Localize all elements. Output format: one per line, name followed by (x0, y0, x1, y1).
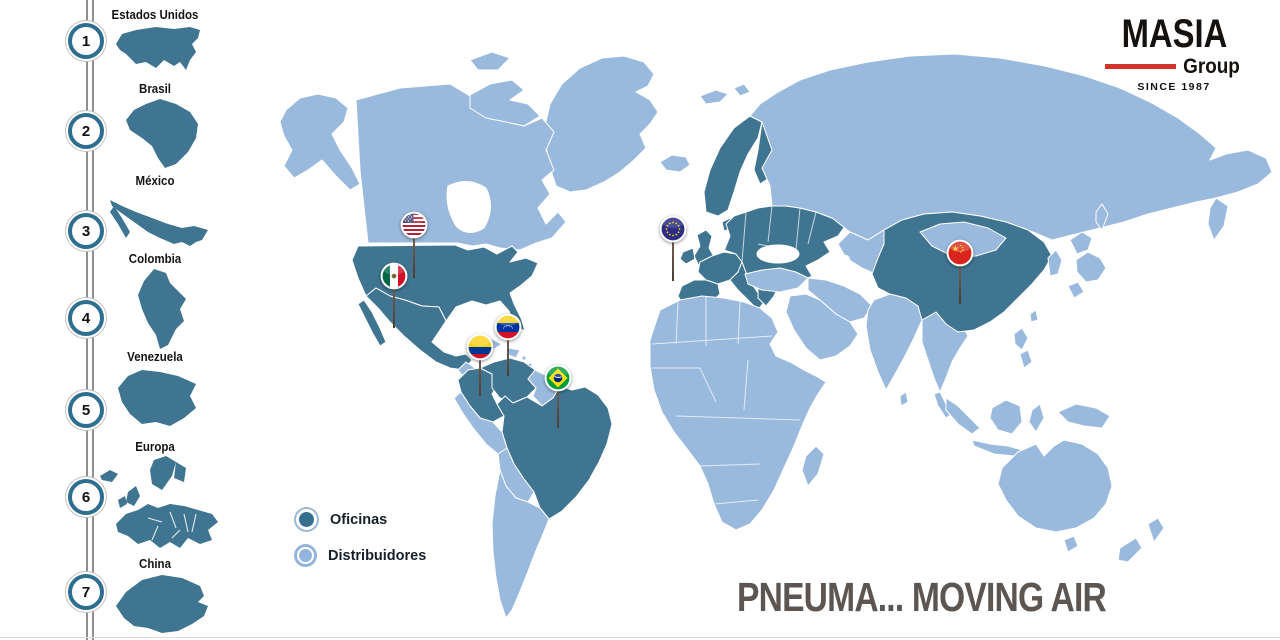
pin-usa (400, 211, 428, 278)
pin-venezuela (494, 313, 522, 376)
step-marker-3: 3 (68, 213, 104, 249)
brazil-silhouette (126, 99, 198, 168)
region-madagascar (801, 445, 825, 487)
legend-label: Oficinas (330, 511, 388, 528)
pin-stick (959, 261, 961, 304)
step-number: 1 (81, 32, 91, 50)
pin-mexico (380, 262, 408, 328)
region-arabia (785, 293, 859, 361)
region-korea (1047, 249, 1063, 277)
china-silhouette (116, 575, 208, 633)
sidebar-label-china: China (139, 557, 171, 571)
venezuela-flag-icon (494, 313, 522, 341)
region-new-guinea (1057, 403, 1111, 429)
sidebar-label-brasil: Brasil (139, 82, 171, 96)
region-alaska (279, 93, 361, 191)
logo-red-line (1105, 64, 1176, 69)
china-flag-icon (946, 239, 974, 267)
region-scandinavia (703, 115, 763, 217)
region-japan (1069, 231, 1093, 255)
step-marker-2: 2 (68, 113, 104, 149)
sidebar-label-estados-unidos: Estados Unidos (111, 8, 199, 22)
region-mexico (365, 287, 473, 371)
sidebar-label-venezuela: Venezuela (127, 350, 183, 364)
sidebar-label-colombia: Colombia (128, 252, 182, 266)
region-asia (699, 53, 1273, 419)
europa-silhouette (100, 456, 218, 548)
region-india (865, 293, 923, 391)
mexico-silhouette (110, 200, 208, 246)
logo-since-text: SINCE 1987 (1137, 81, 1211, 93)
step-marker-1: 1 (68, 23, 104, 59)
pin-china (946, 239, 974, 304)
region-australia (997, 439, 1113, 533)
distributors-dot-icon (297, 547, 314, 564)
pin-stick (672, 237, 674, 281)
logo-brand-text: MASIA (1121, 12, 1227, 56)
pin-stick (393, 284, 395, 328)
region-oceania (945, 397, 1165, 563)
step-number: 3 (81, 222, 91, 240)
usa-silhouette (116, 27, 200, 70)
bottom-hairline (0, 637, 1280, 638)
mexico-flag-icon (380, 262, 408, 290)
region-africa (649, 295, 827, 531)
tagline: PNEUMA... MOVING AIR (737, 574, 1107, 620)
region-canada (355, 83, 567, 251)
venezuela-silhouette (118, 370, 196, 426)
sidebar-label-europa: Europa (135, 440, 175, 454)
region-iceland (659, 154, 691, 173)
step-number: 4 (81, 309, 91, 327)
region-china (871, 211, 1053, 333)
step-marker-4: 4 (68, 300, 104, 336)
region-south-america (453, 357, 613, 619)
pin-brazil (544, 364, 572, 428)
offices-dot-icon (296, 509, 317, 530)
region-new-zealand (1147, 517, 1165, 543)
masia-group-logo: MASIA Group SINCE 1987 (1098, 14, 1250, 93)
step-marker-6: 6 (68, 479, 104, 515)
usa-flag-icon (400, 211, 428, 239)
region-argentina (491, 469, 550, 619)
step-number: 2 (81, 122, 91, 140)
sidebar-label-mexico: México (135, 174, 175, 188)
legend-item-offices: Oficinas (296, 509, 426, 530)
step-number: 5 (81, 401, 91, 419)
pin-colombia (466, 333, 494, 396)
logo-group-text: Group (1183, 55, 1240, 78)
colombia-flag-icon (466, 333, 494, 361)
eu-flag-icon (659, 215, 687, 243)
map-legend: Oficinas Distribuidores (296, 509, 426, 581)
brazil-flag-icon (544, 364, 572, 392)
pin-stick (507, 335, 509, 376)
legend-label: Distribuidores (328, 547, 427, 564)
pin-stick (557, 386, 559, 428)
step-marker-5: 5 (68, 392, 104, 428)
pin-europe (659, 215, 687, 281)
region-greenland (543, 55, 659, 193)
legend-item-distributors: Distribuidores (296, 546, 426, 565)
step-number: 6 (81, 488, 91, 506)
pin-stick (479, 355, 481, 396)
region-iran (807, 277, 873, 323)
logo-row: Group (1105, 56, 1243, 77)
step-marker-7: 7 (68, 574, 104, 610)
pin-stick (413, 233, 415, 278)
step-number: 7 (81, 583, 91, 601)
colombia-silhouette (138, 269, 186, 349)
region-turkey (744, 267, 809, 293)
region-mongolia (919, 221, 1007, 257)
